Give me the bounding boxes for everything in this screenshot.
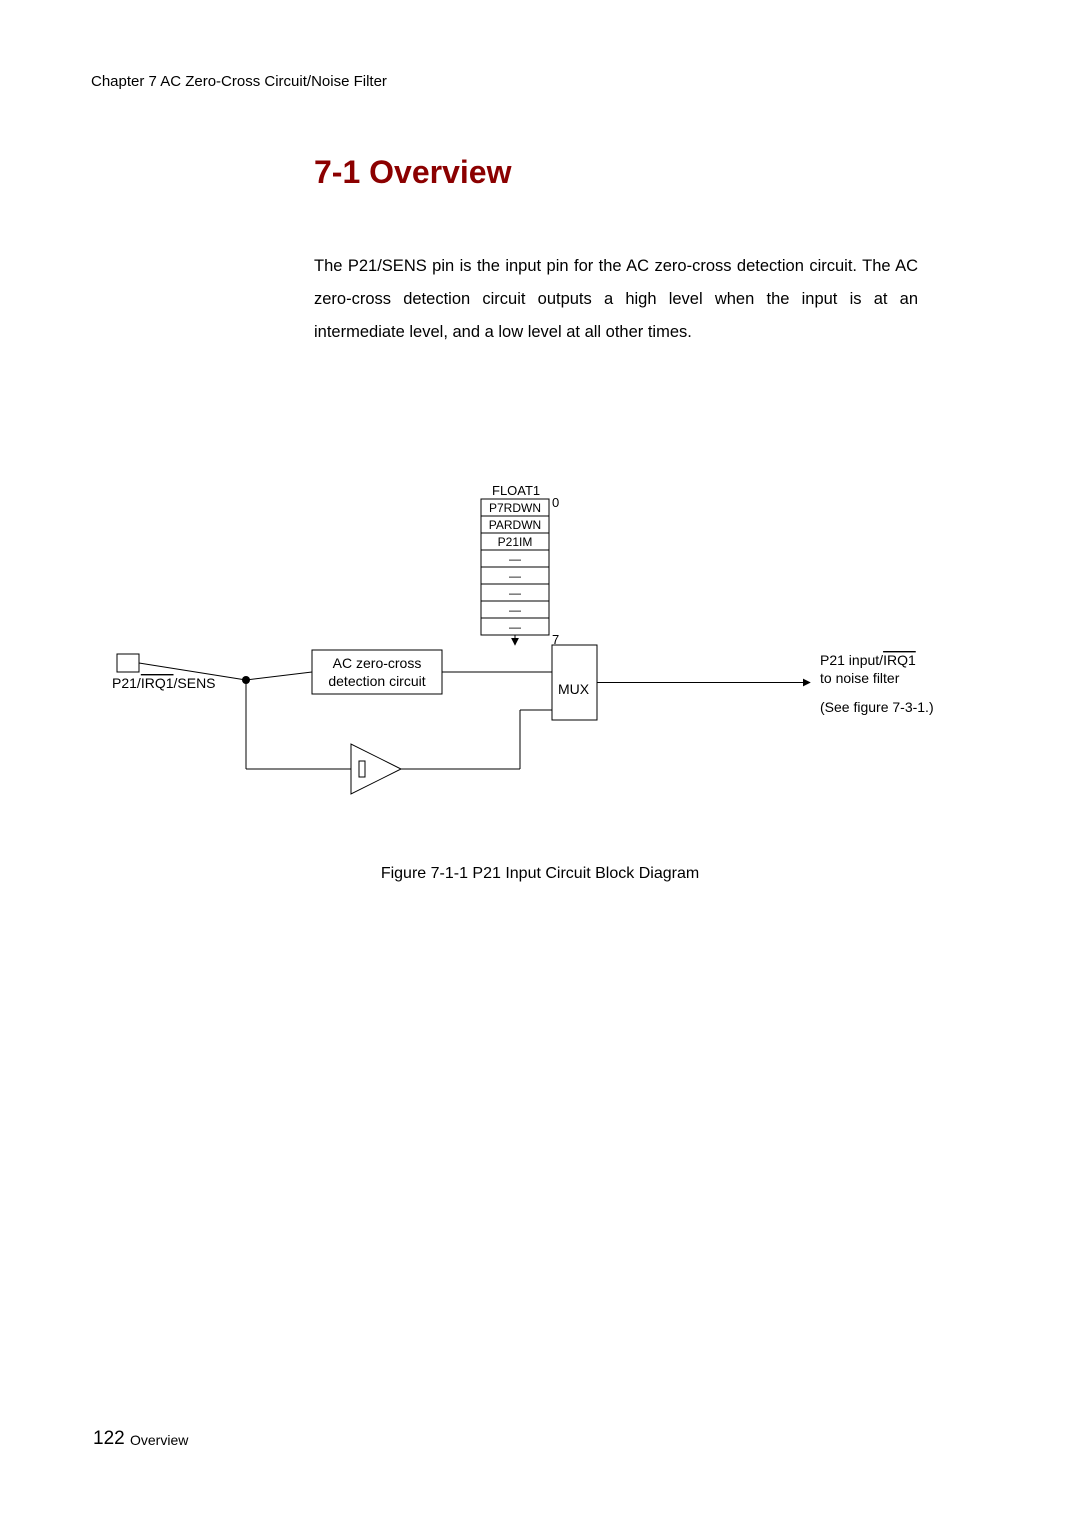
block-diagram: P21/IRQ1/SENS AC zero-cross detection circ… (100, 480, 970, 850)
section-heading: 7-1 Overview (314, 154, 511, 191)
svg-text:—: — (509, 603, 521, 617)
svg-text:0: 0 (552, 495, 559, 510)
page-number: 122 (93, 1428, 125, 1450)
svg-text:—: — (509, 620, 521, 634)
footer-section-name: Overview (130, 1432, 188, 1448)
chapter-header: Chapter 7 AC Zero-Cross Circuit/Noise Fi… (91, 73, 387, 90)
svg-text:—: — (509, 552, 521, 566)
svg-text:P21 input/IRQ1: P21 input/IRQ1 (820, 652, 916, 668)
svg-text:(See figure 7-3-1.): (See figure 7-3-1.) (820, 699, 934, 715)
figure-caption: Figure 7-1-1 P21 Input Circuit Block Dia… (0, 865, 1080, 883)
svg-text:to noise filter: to noise filter (820, 670, 900, 686)
svg-text:AC zero-cross: AC zero-cross (333, 655, 422, 671)
svg-text:P21IM: P21IM (498, 535, 533, 549)
svg-text:FLOAT1: FLOAT1 (492, 483, 540, 498)
svg-text:—: — (509, 569, 521, 583)
svg-text:detection circuit: detection circuit (328, 673, 425, 689)
svg-text:—: — (509, 586, 521, 600)
svg-text:PARDWN: PARDWN (489, 518, 541, 532)
svg-text:MUX: MUX (558, 681, 590, 697)
svg-text:P7RDWN: P7RDWN (489, 501, 541, 515)
diagram-svg: P21/IRQ1/SENS AC zero-cross detection circ… (100, 480, 970, 850)
body-text: The P21/SENS pin is the input pin for th… (314, 250, 918, 349)
svg-text:P21/IRQ1/SENS: P21/IRQ1/SENS (112, 675, 216, 691)
